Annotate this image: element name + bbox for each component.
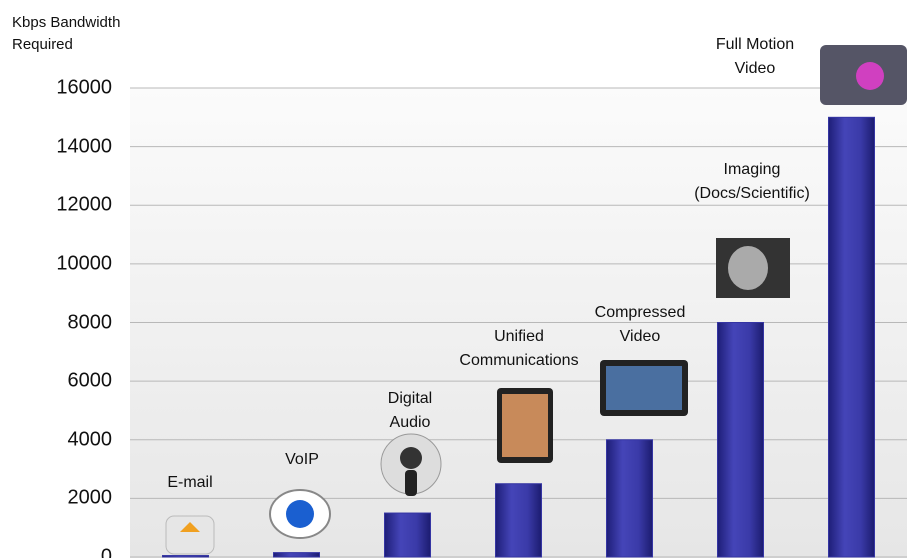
email-icon [166,516,214,554]
y-axis-title: Kbps Bandwidth Required [12,12,162,56]
y-tick-label: 14000 [56,135,112,158]
audio-icon-stem [405,470,417,496]
bar [385,513,431,557]
bar [829,117,875,557]
category-label: Unified Communications [444,325,594,373]
y-tick-label: 12000 [56,194,112,217]
category-label: Imaging (Docs/Scientific) [672,158,832,206]
y-tick-label: 16000 [56,77,112,100]
category-label: VoIP [262,448,342,472]
bar [163,556,209,557]
tablet-icon-screen [502,394,548,457]
imaging-icon-scan [728,246,768,290]
y-tick-label: 6000 [68,370,113,393]
voip-icon-inner [286,500,314,528]
bar [274,553,320,557]
category-label: E-mail [150,471,230,495]
y-tick-label: 4000 [68,428,113,451]
y-tick-label: 2000 [68,487,113,510]
bar [718,323,764,558]
category-label: Full Motion Video [700,33,810,81]
chart: Kbps Bandwidth Required 0 2000 4000 6000 800… [0,0,907,558]
bar [607,440,653,557]
category-label: Digital Audio [375,387,445,435]
audio-icon-inner [400,447,422,469]
y-tick-label: 8000 [68,311,113,334]
bar [496,484,542,557]
category-label: Compressed Video [580,301,700,349]
video-wall-screen [606,366,682,410]
y-tick-label: 0 [101,546,112,558]
y-tick-label: 10000 [56,252,112,275]
motion-video-storm [856,62,884,90]
plot [0,0,907,558]
